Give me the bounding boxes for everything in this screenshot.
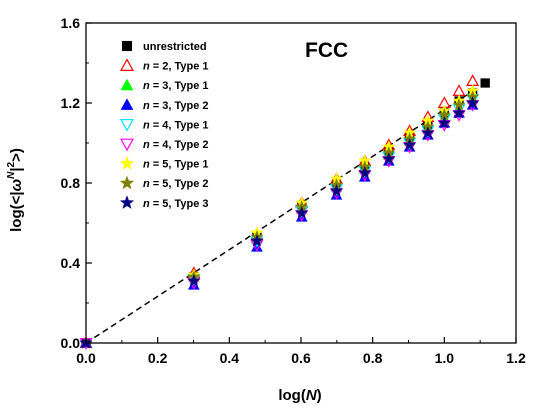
data-point bbox=[329, 183, 344, 197]
y-tick-label: 0.0 bbox=[61, 335, 81, 351]
legend-label: n = 3, Type 1 bbox=[143, 80, 209, 92]
legend-item: n = 3, Type 2 bbox=[120, 98, 209, 112]
series-2 bbox=[80, 92, 479, 348]
legend-marker bbox=[121, 40, 133, 52]
legend-label: n = 4, Type 2 bbox=[143, 139, 209, 151]
legend-marker bbox=[120, 78, 134, 91]
legend-label: n = 4, Type 1 bbox=[143, 119, 209, 131]
legend-marker bbox=[120, 98, 134, 110]
series-4 bbox=[79, 93, 480, 350]
legend-marker bbox=[119, 155, 135, 170]
y-tick-label: 0.4 bbox=[61, 255, 81, 271]
data-point bbox=[452, 84, 466, 97]
legend-label: unrestricted bbox=[143, 41, 207, 53]
series-8 bbox=[79, 95, 480, 349]
data-point bbox=[480, 78, 490, 88]
y-tick-label: 0.8 bbox=[61, 175, 81, 191]
data-point bbox=[187, 273, 201, 287]
data-point bbox=[466, 74, 480, 87]
x-tick-label: 1.2 bbox=[506, 350, 526, 366]
legend-marker bbox=[119, 175, 135, 190]
legend-label: n = 5, Type 3 bbox=[143, 198, 209, 210]
legend-marker bbox=[119, 118, 135, 132]
data-point bbox=[250, 233, 264, 247]
legend-item: n = 3, Type 1 bbox=[120, 78, 209, 92]
series-1 bbox=[79, 74, 480, 348]
legend-item: n = 5, Type 3 bbox=[119, 195, 209, 210]
data-points bbox=[79, 74, 490, 350]
x-tick-label: 0.2 bbox=[148, 350, 168, 366]
data-point bbox=[295, 205, 309, 219]
legend-item: n = 5, Type 2 bbox=[119, 175, 209, 190]
x-tick-label: 1.0 bbox=[435, 350, 455, 366]
data-point bbox=[437, 115, 451, 129]
y-tick-label: 1.2 bbox=[61, 95, 81, 111]
legend-label: n = 3, Type 2 bbox=[143, 100, 209, 112]
x-tick-label: 0.6 bbox=[291, 350, 311, 366]
series-7 bbox=[79, 89, 480, 349]
data-point bbox=[402, 137, 417, 151]
y-tick-label: 1.6 bbox=[61, 15, 81, 31]
x-axis-title: log(N) bbox=[278, 387, 321, 404]
legend-item: unrestricted bbox=[121, 40, 207, 53]
series-5 bbox=[79, 99, 480, 350]
legend-marker bbox=[119, 138, 135, 152]
legend-label: n = 5, Type 1 bbox=[143, 159, 209, 171]
data-point bbox=[452, 105, 466, 119]
legend-item: n = 4, Type 1 bbox=[119, 118, 209, 132]
legend-item: n = 2, Type 1 bbox=[119, 58, 209, 73]
data-point bbox=[358, 165, 372, 179]
structure-annotation: FCC bbox=[305, 39, 348, 62]
x-tick-label: 0.0 bbox=[76, 350, 96, 366]
data-point bbox=[421, 125, 435, 139]
legend-marker bbox=[119, 58, 135, 72]
series-3 bbox=[80, 98, 479, 348]
data-point bbox=[382, 151, 396, 165]
legend-marker bbox=[119, 195, 135, 209]
legend-item: n = 4, Type 2 bbox=[119, 138, 209, 152]
data-point bbox=[465, 95, 480, 109]
legend: unrestricted n = 2, Type 1 n = 3, Type 1 n … bbox=[119, 40, 209, 210]
legend-item: n = 5, Type 1 bbox=[119, 155, 209, 171]
legend-label: n = 2, Type 1 bbox=[143, 61, 209, 73]
y-axis-title: log(<|ωN|2>) bbox=[6, 148, 25, 232]
x-tick-label: 0.8 bbox=[363, 350, 383, 366]
axes: 0.0 0.2 0.4 0.6 0.8 1.0 1.2 0.0 0.4 0.8 1.2 1.6 bbox=[61, 15, 526, 366]
x-tick-label: 0.4 bbox=[220, 350, 240, 366]
legend-label: n = 5, Type 2 bbox=[143, 178, 209, 190]
